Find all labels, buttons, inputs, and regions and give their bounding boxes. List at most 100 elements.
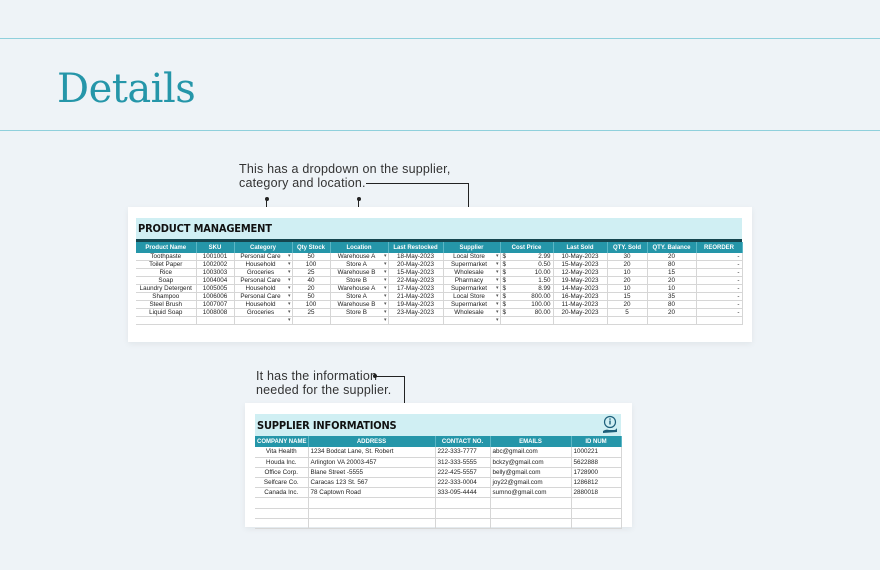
location-dropdown[interactable]: Store B bbox=[330, 308, 389, 318]
product-table-header: Product Name SKU Category Qty Stock Loca… bbox=[136, 242, 743, 253]
empty-cell bbox=[553, 316, 608, 326]
qty-stock-cell: 100 bbox=[292, 300, 331, 310]
empty-cell bbox=[292, 316, 331, 326]
last-sold-cell: 10-May-2023 bbox=[553, 253, 608, 262]
cost-price-cell: $0.50 bbox=[500, 260, 554, 270]
sku-cell: 1006006 bbox=[196, 292, 235, 302]
product-name-cell: Toilet Paper bbox=[136, 260, 197, 270]
supplier-dropdown[interactable]: Wholesale bbox=[443, 268, 501, 278]
cost-value: 100.00 bbox=[531, 301, 551, 309]
qty-stock-cell: 100 bbox=[292, 260, 331, 270]
empty-cell bbox=[136, 316, 197, 326]
sku-cell: 1008008 bbox=[196, 308, 235, 318]
empty-cell bbox=[255, 497, 309, 509]
supplier-dropdown[interactable]: Supermarket bbox=[443, 284, 501, 294]
sku-cell: 1007007 bbox=[196, 300, 235, 310]
supplier-note-line-2: needed for the supplier. bbox=[256, 383, 392, 397]
empty-cell bbox=[696, 316, 743, 326]
empty-cell bbox=[435, 518, 491, 530]
qty-sold-cell: 30 bbox=[607, 253, 648, 262]
company-name-cell: Houda Inc. bbox=[255, 457, 309, 468]
category-dropdown[interactable]: Household bbox=[234, 260, 293, 270]
supplier-dropdown[interactable]: Local Store bbox=[443, 253, 501, 262]
last-sold-cell: 11-May-2023 bbox=[553, 300, 608, 310]
empty-dropdown-cell[interactable] bbox=[330, 316, 389, 326]
contact-cell: 222-333-0004 bbox=[435, 477, 491, 489]
supplier-dropdown[interactable]: Local Store bbox=[443, 292, 501, 302]
location-dropdown[interactable]: Store A bbox=[330, 260, 389, 270]
reorder-cell: - bbox=[696, 300, 743, 310]
location-dropdown[interactable]: Warehouse A bbox=[330, 253, 389, 262]
currency-symbol: $ bbox=[502, 309, 507, 317]
category-dropdown[interactable]: Household bbox=[234, 284, 293, 294]
empty-cell bbox=[571, 518, 622, 530]
qty-balance-cell: 35 bbox=[647, 292, 697, 302]
info-icon bbox=[603, 415, 617, 433]
location-dropdown[interactable]: Store A bbox=[330, 292, 389, 302]
supplier-sheet-header: SUPPLIER INFORMATIONS bbox=[255, 414, 621, 436]
empty-cell bbox=[255, 508, 309, 519]
supplier-note-line-1: It has the information bbox=[256, 369, 378, 383]
email-cell: sumno@gmail.com bbox=[490, 487, 572, 499]
supplier-dropdown[interactable]: Wholesale bbox=[443, 308, 501, 318]
supplier-information-sheet: SUPPLIER INFORMATIONS COMPANY NAME ADDRE… bbox=[245, 403, 632, 530]
last-sold-cell: 14-May-2023 bbox=[553, 284, 608, 294]
cost-price-cell: $100.00 bbox=[500, 300, 554, 310]
supplier-dropdown[interactable]: Supermarket bbox=[443, 260, 501, 270]
table-row: Steel Brush1007007Household100Warehouse … bbox=[136, 300, 743, 310]
reorder-cell: - bbox=[696, 292, 743, 302]
category-dropdown[interactable]: Personal Care bbox=[234, 253, 293, 262]
supplier-dropdown[interactable]: Supermarket bbox=[443, 300, 501, 310]
supplier-dropdown[interactable]: Pharmacy bbox=[443, 276, 501, 286]
category-dropdown[interactable]: Household bbox=[234, 300, 293, 310]
qty-sold-cell: 10 bbox=[607, 284, 648, 294]
sku-cell: 1001001 bbox=[196, 253, 235, 262]
last-restocked-cell: 22-May-2023 bbox=[388, 276, 444, 286]
category-dropdown[interactable]: Personal Care bbox=[234, 292, 293, 302]
location-dropdown[interactable]: Store B bbox=[330, 276, 389, 286]
supplier-table-header: COMPANY NAME ADDRESS CONTACT NO. EMAILS … bbox=[255, 436, 622, 447]
empty-cell bbox=[490, 518, 572, 530]
qty-sold-cell: 5 bbox=[607, 308, 648, 318]
qty-stock-cell: 40 bbox=[292, 276, 331, 286]
qty-sold-cell: 20 bbox=[607, 276, 648, 286]
supplier-table: COMPANY NAME ADDRESS CONTACT NO. EMAILS … bbox=[255, 436, 622, 530]
empty-cell bbox=[500, 316, 554, 326]
qty-sold-cell: 20 bbox=[607, 300, 648, 310]
id-num-cell: 2880018 bbox=[571, 487, 622, 499]
category-dropdown[interactable]: Personal Care bbox=[234, 276, 293, 286]
product-name-cell: Liquid Soap bbox=[136, 308, 197, 318]
category-dropdown[interactable]: Groceries bbox=[234, 268, 293, 278]
contact-cell: 222-425-5557 bbox=[435, 467, 491, 479]
location-dropdown[interactable]: Warehouse B bbox=[330, 268, 389, 278]
qty-stock-cell: 25 bbox=[292, 308, 331, 318]
top-divider bbox=[0, 38, 880, 39]
empty-dropdown-cell[interactable] bbox=[443, 316, 501, 326]
empty-dropdown-cell[interactable] bbox=[234, 316, 293, 326]
supplier-sheet-title: SUPPLIER INFORMATIONS bbox=[257, 419, 397, 432]
currency-symbol: $ bbox=[502, 293, 507, 301]
col-header: COMPANY NAME bbox=[255, 436, 309, 447]
product-name-cell: Steel Brush bbox=[136, 300, 197, 310]
last-sold-cell: 12-May-2023 bbox=[553, 268, 608, 278]
qty-balance-cell: 20 bbox=[647, 308, 697, 318]
contact-cell: 333-095-4444 bbox=[435, 487, 491, 499]
last-restocked-cell: 17-May-2023 bbox=[388, 284, 444, 294]
cost-price-cell: $80.00 bbox=[500, 308, 554, 318]
qty-balance-cell: 20 bbox=[647, 276, 697, 286]
empty-cell bbox=[607, 316, 648, 326]
sku-cell: 1003003 bbox=[196, 268, 235, 278]
product-management-sheet: PRODUCT MANAGEMENT Product Name SKU Cate… bbox=[128, 207, 752, 342]
cost-price-cell: $1.50 bbox=[500, 276, 554, 286]
category-dropdown[interactable]: Groceries bbox=[234, 308, 293, 318]
location-dropdown[interactable]: Warehouse B bbox=[330, 300, 389, 310]
empty-cell bbox=[388, 316, 444, 326]
col-header: QTY. Balance bbox=[647, 242, 697, 253]
cost-price-cell: $800.00 bbox=[500, 292, 554, 302]
sku-cell: 1004004 bbox=[196, 276, 235, 286]
location-dropdown[interactable]: Warehouse A bbox=[330, 284, 389, 294]
table-row: Canada Inc. 78 Captown Road 333-095-4444 su… bbox=[255, 487, 622, 499]
empty-cell bbox=[196, 316, 235, 326]
page-title: Details bbox=[57, 66, 196, 112]
